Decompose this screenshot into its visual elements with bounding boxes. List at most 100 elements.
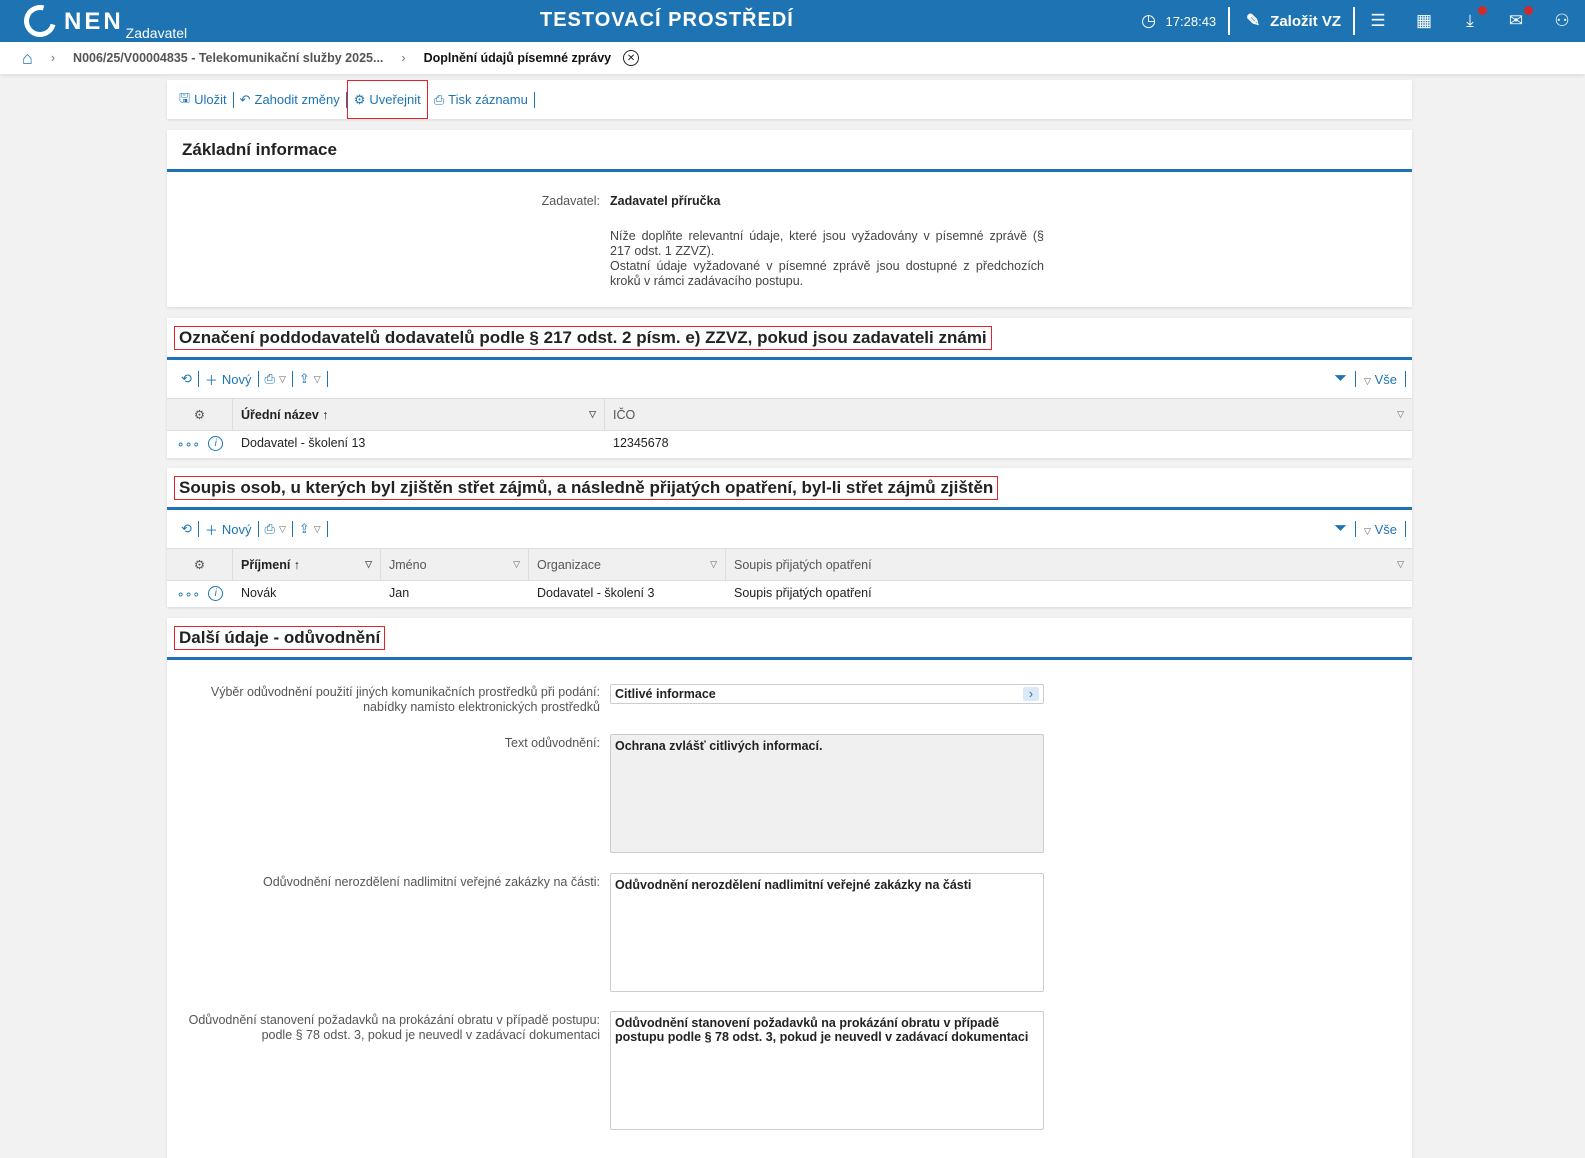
logo-icon	[18, 0, 62, 43]
divider	[1405, 521, 1406, 537]
divider	[291, 521, 293, 537]
justification-text-area[interactable]: Ochrana zvlášť citlivých informací.	[610, 734, 1044, 853]
logo-text: NEN	[64, 8, 124, 35]
divider	[232, 91, 234, 108]
publish-label: Uveřejnit	[369, 92, 421, 107]
basic-info-section: Základní informace Zadavatel: Zadavatel …	[167, 130, 1412, 307]
undo-icon: ↶	[239, 91, 251, 107]
export-menu-button[interactable]: ⇪ ▽	[298, 521, 321, 536]
home-icon[interactable]: ⌂	[22, 47, 33, 68]
column-settings-icon[interactable]: ⚙	[167, 549, 233, 580]
print-menu-button[interactable]: ⎙ ▽	[264, 371, 286, 386]
role-label: Zadavatel	[125, 25, 188, 41]
menu-button[interactable]: ☰	[1355, 10, 1401, 32]
cell: Jan	[389, 586, 410, 600]
contracting-value: Zadavatel příručka	[610, 194, 721, 208]
select-value: Citlivé informace	[615, 687, 716, 701]
divider	[326, 371, 328, 387]
grid-toolbar: ⟲ ＋ Nový ⎙ ▽ ⇪ ▽ ⏷ ▽ Vše	[167, 510, 1412, 548]
chevron-right-icon[interactable]: ›	[1023, 687, 1039, 701]
divider	[1405, 371, 1406, 387]
publish-icon: ⚙	[353, 91, 366, 107]
nen-logo[interactable]: NEN Zadavatel	[18, 0, 187, 43]
col-label: Jméno	[389, 557, 427, 572]
section-title: Další údaje - odůvodnění	[167, 618, 1412, 660]
column-settings-icon[interactable]: ⚙	[167, 399, 233, 430]
breadcrumb-current: Doplnění údajů písemné zprávy	[423, 51, 612, 65]
discard-label: Zahodit změny	[254, 92, 340, 107]
view-all-button[interactable]: ▽ Vše	[1364, 371, 1397, 387]
divider	[1353, 7, 1355, 35]
column-header-surname[interactable]: Příjmení ↑ ▽	[233, 549, 381, 580]
hamburger-icon: ☰	[1370, 11, 1386, 30]
subcontractors-section: Označení poddodavatelů dodavatelů podle …	[167, 318, 1412, 458]
publish-button[interactable]: ⚙ Uveřejnit	[346, 80, 428, 119]
table-row[interactable]: ∘∘∘ i Dodavatel - školení 13 12345678	[167, 431, 1412, 455]
mail-icon: ✉	[1505, 6, 1533, 32]
divider	[1355, 521, 1357, 537]
calendar-icon: ▦	[1415, 11, 1433, 30]
turnover-justification-textarea[interactable]: Odůvodnění stanovení požadavků na prokáz…	[610, 1011, 1044, 1130]
cell: 12345678	[613, 436, 669, 450]
section-title: Soupis osob, u kterých byl zjištěn střet…	[167, 468, 1412, 510]
field-label: Text odůvodnění:	[504, 736, 600, 750]
divider	[197, 371, 199, 387]
column-header-firstname[interactable]: Jméno ▽	[381, 549, 529, 580]
column-header-name[interactable]: Úřední název ↑ ▽	[233, 399, 605, 430]
conflicts-section: Soupis osob, u kterých byl zjištěn střet…	[167, 468, 1412, 607]
user-button[interactable]: ⚇	[1539, 10, 1585, 32]
save-label: Uložit	[194, 92, 227, 107]
all-label: Vše	[1374, 521, 1397, 537]
cell: Dodavatel - školení 3	[537, 586, 655, 600]
messages-button[interactable]: ✉	[1493, 6, 1539, 32]
print-label: Tisk záznamu	[448, 92, 528, 107]
all-label: Vše	[1374, 371, 1397, 387]
notification-dot	[1524, 6, 1533, 15]
breadcrumb-contract[interactable]: N006/25/V00004835 - Telekomunikační služ…	[73, 51, 384, 65]
col-label: Příjmení	[241, 557, 291, 572]
title-text: Další údaje - odůvodnění	[174, 625, 386, 650]
refresh-button[interactable]: ⟲	[181, 521, 192, 536]
export-menu-button[interactable]: ⇪ ▽	[298, 371, 321, 386]
non-division-justification-textarea[interactable]: Odůvodnění nerozdělení nadlimitní veřejn…	[610, 873, 1044, 992]
calendar-button[interactable]: ▦	[1401, 10, 1447, 32]
section-title: Označení poddodavatelů dodavatelů podle …	[167, 318, 1412, 360]
justification-select[interactable]: Citlivé informace ›	[610, 684, 1044, 704]
new-button[interactable]: ＋ Nový	[204, 371, 252, 388]
notification-dot	[1478, 6, 1487, 15]
column-header-organization[interactable]: Organizace ▽	[529, 549, 726, 580]
column-header-ico[interactable]: IČO ▽	[613, 407, 1404, 422]
new-label: Nový	[221, 521, 252, 537]
print-menu-button[interactable]: ⎙ ▽	[264, 521, 286, 536]
contracting-label: Zadavatel:	[541, 194, 600, 208]
column-header-measures[interactable]: Soupis přijatých opatření ▽	[734, 557, 1404, 572]
save-button[interactable]: 🖫 Uložit	[173, 80, 233, 119]
view-all-button[interactable]: ▽ Vše	[1364, 521, 1397, 537]
table-row[interactable]: ∘∘∘ i Novák Jan Dodavatel - školení 3 Sou…	[167, 581, 1412, 605]
info-icon[interactable]: i	[208, 435, 224, 451]
close-icon[interactable]: ✕	[623, 50, 640, 66]
title-text: Označení poddodavatelů dodavatelů podle …	[174, 325, 992, 350]
breadcrumb: ⌂ › N006/25/V00004835 - Telekomunikační …	[0, 42, 1585, 74]
create-contract-button[interactable]: ✎ Založit VZ	[1230, 10, 1353, 32]
download-icon: ⤓	[1459, 6, 1487, 32]
more-icon[interactable]: ∘∘∘	[176, 586, 201, 601]
field-label: Odůvodnění stanovení požadavků na prokáz…	[188, 1013, 600, 1042]
discard-changes-button[interactable]: ↶ Zahodit změny	[234, 80, 346, 119]
grid-toolbar: ⟲ ＋ Nový ⎙ ▽ ⇪ ▽ ⏷ ▽ Vše	[167, 360, 1412, 398]
refresh-button[interactable]: ⟲	[181, 371, 192, 386]
new-button[interactable]: ＋ Nový	[204, 521, 252, 538]
filter-icon[interactable]: ⏷	[1334, 520, 1348, 537]
more-icon[interactable]: ∘∘∘	[176, 436, 201, 451]
print-record-button[interactable]: ⎙ Tisk záznamu	[428, 80, 534, 119]
cell: Novák	[241, 586, 277, 600]
divider	[1228, 7, 1231, 35]
col-label: Úřední název	[241, 407, 319, 422]
col-label: IČO	[613, 407, 636, 422]
user-icon: ⚇	[1554, 11, 1570, 30]
info-icon[interactable]: i	[208, 585, 224, 601]
clock-icon: ◷	[1141, 11, 1156, 30]
create-label: Založit VZ	[1270, 12, 1341, 30]
filter-icon[interactable]: ⏷	[1334, 370, 1348, 387]
downloads-button[interactable]: ⤓	[1447, 6, 1493, 32]
